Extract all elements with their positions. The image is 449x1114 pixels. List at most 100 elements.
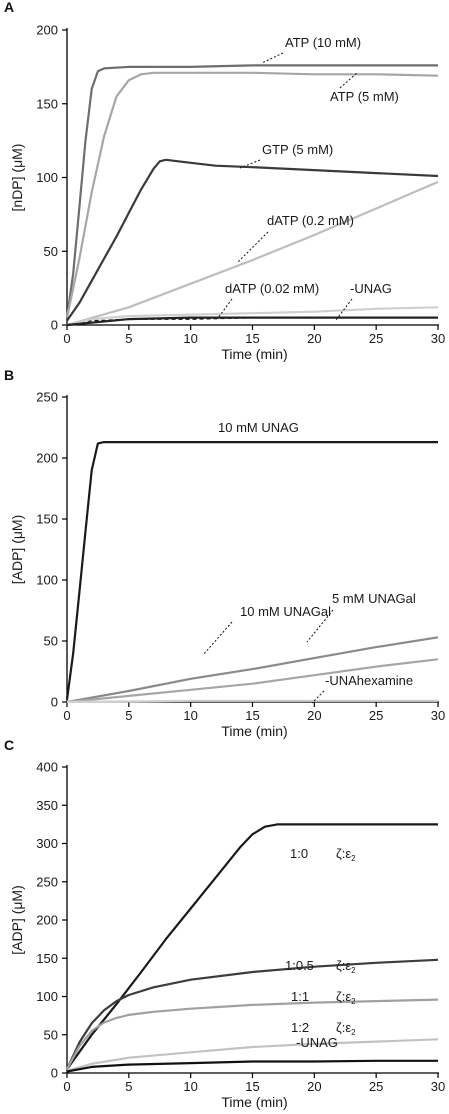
series-annotation: 1:0: [290, 846, 308, 861]
series-line-gtp-5-mm: [66, 158, 439, 322]
series-annotation: 1:1: [291, 989, 309, 1004]
panel-letter: A: [4, 0, 14, 15]
y-tick-label: 50: [44, 1027, 58, 1042]
x-tick-label: 0: [63, 1079, 70, 1094]
series-line-10-mm-unag: [65, 441, 438, 700]
annotation-leader-line: [217, 298, 233, 319]
annotation-leader-line: [261, 52, 284, 64]
series-line-1-0-5: [66, 958, 439, 1070]
series-annotation: -UNAG: [350, 281, 392, 296]
series-annotation: -UNAhexamine: [325, 673, 413, 688]
y-tick-label: 150: [36, 512, 58, 527]
y-tick-label: 100: [36, 573, 58, 588]
y-tick-label: 400: [36, 760, 58, 775]
x-tick-label: 10: [183, 708, 197, 723]
x-tick-label: 15: [245, 708, 259, 723]
series-line-unag: [66, 1059, 438, 1073]
y-tick-label: 0: [51, 695, 58, 710]
ratio-subscript: 2: [351, 854, 356, 863]
series-annotation: 1:2: [291, 1020, 309, 1035]
series-line-atp-10-mm: [65, 64, 438, 318]
y-axis-label: [ADP] (μM): [9, 885, 25, 955]
y-axis-label: [ADP] (μM): [9, 515, 25, 585]
annotation-leader-line: [306, 609, 334, 643]
panel-letter: C: [4, 737, 14, 753]
series-line-1-0: [66, 823, 438, 1070]
ratio-label: ζ:ε2: [336, 958, 356, 975]
y-tick-label: 150: [36, 951, 58, 966]
series-annotation: 1:0.5: [285, 958, 314, 973]
series-annotation: dATP (0.02 mM): [225, 281, 319, 296]
x-axis-label: Time (min): [221, 346, 287, 362]
x-tick-label: 30: [431, 331, 445, 346]
series-annotation: dATP (0.2 mM): [267, 213, 354, 228]
series-line-5-mm-unagal: [66, 636, 439, 704]
ratio-subscript: 2: [351, 966, 356, 975]
series-annotation: 10 mM UNAG: [218, 420, 299, 435]
series-annotation: ATP (5 mM): [330, 89, 399, 104]
annotation-leader-line: [335, 298, 353, 321]
x-tick-label: 15: [245, 331, 259, 346]
x-tick-label: 5: [125, 331, 132, 346]
series-line-1-1: [66, 998, 439, 1070]
series-line-unag: [66, 306, 439, 327]
x-tick-label: 30: [431, 1079, 445, 1094]
annotation-leader-line: [311, 690, 325, 704]
series-line-1-2: [66, 1038, 439, 1072]
annotation-leader-line: [239, 159, 261, 169]
x-axis-label: Time (min): [221, 1094, 287, 1110]
x-tick-label: 5: [125, 708, 132, 723]
x-tick-label: 25: [369, 331, 383, 346]
y-tick-label: 250: [36, 874, 58, 889]
series-line-10-mm-unagal: [66, 658, 439, 704]
series-line-unlabeled-6: [66, 316, 438, 327]
x-tick-label: 10: [183, 1079, 197, 1094]
x-tick-label: 30: [431, 708, 445, 723]
y-tick-label: 100: [36, 989, 58, 1004]
x-tick-label: 20: [307, 708, 321, 723]
ratio-subscript: 2: [351, 1028, 356, 1037]
y-axis-label: [nDP] (μM): [9, 144, 25, 212]
x-tick-label: 15: [245, 1079, 259, 1094]
x-tick-label: 20: [307, 1079, 321, 1094]
series-annotation: 10 mM UNAGal: [240, 604, 331, 619]
y-tick-label: 150: [36, 96, 58, 111]
y-tick-label: 350: [36, 798, 58, 813]
ratio-subscript: 2: [351, 997, 356, 1006]
ratio-label: ζ:ε2: [336, 846, 356, 863]
y-tick-label: 0: [51, 1066, 58, 1081]
x-tick-label: 5: [125, 1079, 132, 1094]
x-tick-label: 25: [369, 1079, 383, 1094]
chart-panel-c: C 0 50 100 150 200 250 300 350 400 0 5 10 15 20 25 30 Tim…: [4, 737, 445, 1110]
panel-letter: B: [4, 367, 14, 383]
ratio-label: ζ:ε2: [336, 1020, 356, 1037]
series-line-atp-5-mm: [65, 71, 439, 318]
x-tick-label: 25: [369, 708, 383, 723]
series-line-unahexamine: [66, 699, 438, 704]
annotation-leader-line: [237, 231, 269, 263]
series-annotation: ATP (10 mM): [285, 35, 361, 50]
y-tick-label: 0: [51, 318, 58, 333]
series-annotation: 5 mM UNAGal: [332, 591, 416, 606]
chart-panel-b: B 0 50 100 150 200 250 0 5 10 15 20 25 30 Time (min) [A…: [4, 367, 445, 739]
y-tick-label: 300: [36, 836, 58, 851]
y-tick-label: 50: [44, 634, 58, 649]
x-tick-label: 10: [183, 331, 197, 346]
x-axis-label: Time (min): [221, 723, 287, 739]
x-tick-label: 0: [63, 708, 70, 723]
series-annotation: -UNAG: [296, 1035, 338, 1050]
y-tick-label: 250: [36, 390, 58, 405]
series-line-datp-0-2-mm: [66, 180, 439, 327]
ratio-label: ζ:ε2: [336, 989, 356, 1006]
annotation-leader-line: [339, 71, 359, 89]
y-tick-label: 200: [36, 451, 58, 466]
x-tick-label: 0: [63, 331, 70, 346]
y-tick-label: 200: [36, 913, 58, 928]
y-tick-label: 50: [44, 244, 58, 259]
x-tick-label: 20: [307, 331, 321, 346]
annotation-leader-line: [202, 621, 233, 656]
chart-panel-a: A 0 50 100 150 200 0 5 10 15 20 25 30 Time (min) [nDP]…: [4, 0, 445, 362]
y-tick-label: 200: [36, 23, 58, 38]
y-tick-label: 100: [36, 170, 58, 185]
